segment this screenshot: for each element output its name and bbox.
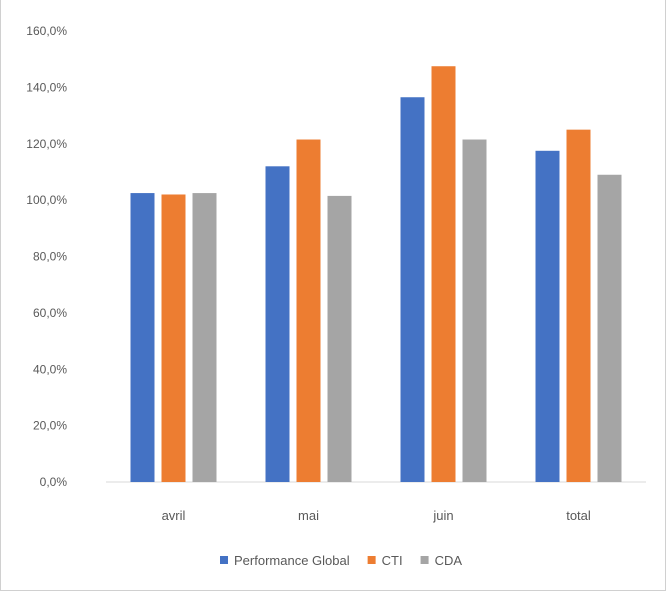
bar-total-performance-global: [535, 150, 560, 482]
x-tick-label: avril: [162, 508, 186, 523]
y-tick-label: 120,0%: [26, 137, 67, 151]
x-tick-label: total: [566, 508, 591, 523]
y-tick-label: 0,0%: [40, 475, 68, 489]
bar-mai-cda: [327, 195, 352, 482]
x-tick-label: juin: [432, 508, 453, 523]
legend-label: Performance Global: [234, 553, 350, 568]
y-tick-label: 140,0%: [26, 80, 67, 94]
x-axis: avril mai juin total: [106, 481, 646, 523]
bar-juin-cti: [431, 66, 456, 482]
y-tick-label: 100,0%: [26, 193, 67, 207]
y-axis: 0,0% 20,0% 40,0% 60,0% 80,0% 100,0% 120,0% 140,…: [26, 24, 67, 489]
y-tick-label: 160,0%: [26, 24, 67, 38]
bars: [130, 66, 622, 483]
x-tick-label: mai: [298, 508, 319, 523]
y-tick-label: 60,0%: [33, 306, 67, 320]
y-tick-label: 80,0%: [33, 250, 67, 264]
y-tick-label: 20,0%: [33, 419, 67, 433]
legend-swatch: [220, 556, 228, 564]
legend: Performance Global CTI CDA: [220, 553, 462, 568]
bar-juin-performance-global: [400, 97, 425, 482]
legend-item-cda: CDA: [420, 553, 463, 568]
bar-avril-performance-global: [130, 193, 155, 482]
legend-item-performance-global: Performance Global: [220, 553, 350, 568]
bar-total-cda: [597, 174, 622, 482]
bar-juin-cda: [462, 139, 487, 482]
bar-total-cti: [566, 129, 591, 482]
legend-swatch: [367, 556, 376, 564]
bar-mai-performance-global: [265, 166, 290, 483]
bar-avril-cti: [161, 194, 186, 483]
legend-label: CDA: [435, 553, 463, 568]
y-tick-label: 40,0%: [33, 362, 67, 376]
legend-swatch: [420, 556, 429, 564]
legend-label: CTI: [382, 553, 403, 568]
legend-item-cti: CTI: [367, 553, 403, 568]
bar-mai-cti: [296, 139, 321, 482]
bar-avril-cda: [192, 193, 217, 482]
